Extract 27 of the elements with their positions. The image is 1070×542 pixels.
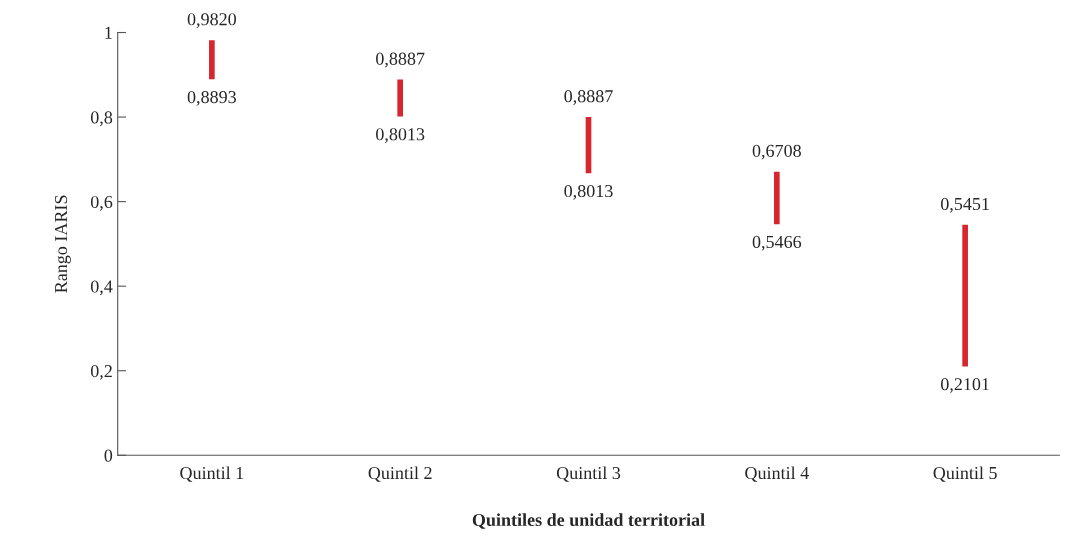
bar <box>397 79 403 117</box>
annotation: 0,6708 <box>752 144 801 160</box>
annotation: 0,8013 <box>564 184 613 200</box>
x-tick-label: Quintil 5 <box>933 466 997 482</box>
x-tick-label: Quintil 4 <box>745 466 809 482</box>
x-axis-title: Quintiles de unidad territorial <box>472 513 705 529</box>
annotation: 0,8893 <box>187 90 236 106</box>
y-tick-label: 0 <box>104 449 113 462</box>
y-tick-label: 1 <box>105 26 112 39</box>
y-tick-label: 0,6 <box>90 195 113 211</box>
x-tick-label: Quintil 1 <box>180 466 244 482</box>
annotation: 0,8013 <box>376 128 425 143</box>
annotation: 0,9820 <box>187 13 236 28</box>
y-axis-title: Rango IARIS <box>54 195 71 293</box>
annotation: 0,2101 <box>941 378 989 393</box>
annotation: 0,5451 <box>941 197 989 213</box>
annotation: 0,5466 <box>752 235 802 251</box>
bar <box>774 171 780 225</box>
y-tick-label: 0,4 <box>90 280 113 296</box>
bar <box>962 224 968 367</box>
annotation: 0,8887 <box>376 52 425 68</box>
annotation: 0,8887 <box>564 90 613 105</box>
y-tick-label: 0,2 <box>90 364 112 380</box>
x-tick-label: Quintil 3 <box>556 466 621 482</box>
x-tick-label: Quintil 2 <box>368 466 432 482</box>
bar <box>209 40 215 80</box>
y-tick-label: 0,8 <box>90 111 113 127</box>
